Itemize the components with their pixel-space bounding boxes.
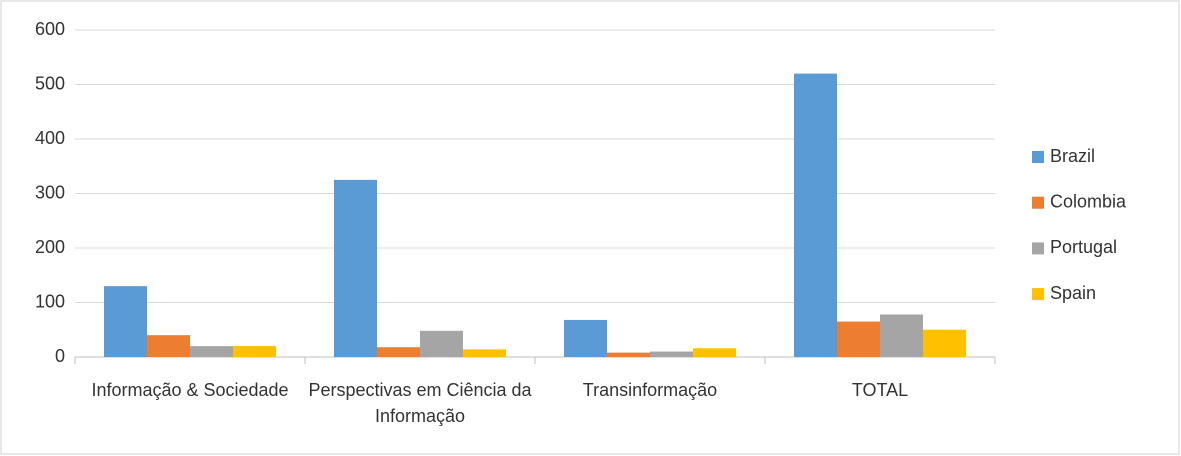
x-tick-label: Informação & Sociedade xyxy=(91,380,289,400)
x-tick-label: Perspectivas em Ciência da Informação xyxy=(308,380,532,426)
legend-swatch xyxy=(1032,151,1044,163)
legend-swatch xyxy=(1032,242,1044,255)
x-tick-label: TOTAL xyxy=(851,380,909,400)
y-tick-label: 400 xyxy=(35,128,65,148)
y-tick-label: 200 xyxy=(35,237,65,257)
bar xyxy=(693,348,736,357)
y-tick-label: 100 xyxy=(35,291,65,311)
bar xyxy=(794,73,837,357)
bar xyxy=(420,330,463,357)
bar xyxy=(104,286,147,357)
bar xyxy=(463,349,506,357)
y-tick-label: 0 xyxy=(55,346,65,366)
legend-swatch xyxy=(1032,288,1044,301)
bar xyxy=(607,352,650,357)
bar xyxy=(147,335,190,357)
y-tick-label: 500 xyxy=(35,73,65,93)
bar xyxy=(650,351,693,357)
y-tick-label: 300 xyxy=(35,182,65,202)
bar xyxy=(923,329,966,357)
bar xyxy=(564,319,607,357)
bar xyxy=(837,321,880,357)
y-tick-label: 600 xyxy=(35,19,65,39)
bar xyxy=(377,347,420,357)
bar xyxy=(334,179,377,357)
legend-label: Brazil xyxy=(1050,146,1095,166)
legend-label: Spain xyxy=(1050,283,1096,303)
bar xyxy=(190,346,233,357)
bar xyxy=(880,314,923,357)
bar xyxy=(233,346,276,357)
legend-label: Portugal xyxy=(1050,237,1117,257)
x-tick-label: Transinformação xyxy=(582,380,718,400)
legend-swatch xyxy=(1032,196,1044,209)
legend-label: Colombia xyxy=(1050,191,1127,211)
